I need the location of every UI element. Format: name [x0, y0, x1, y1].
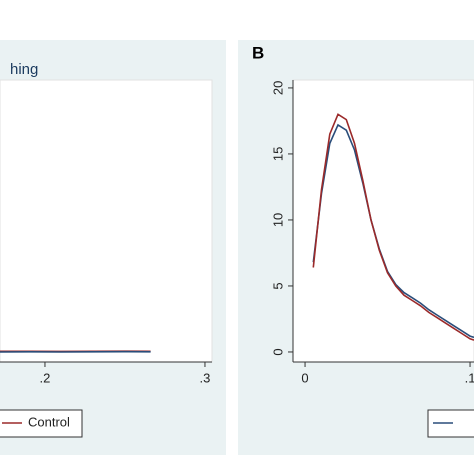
y-tick-label: 20	[270, 81, 285, 95]
y-tick-label: 5	[270, 282, 285, 289]
panel-title: hing	[10, 61, 38, 78]
x-tick-label: .2	[40, 370, 51, 385]
y-tick-label: 15	[270, 147, 285, 161]
legend-box	[0, 409, 83, 438]
x-tick-label: .3	[200, 370, 211, 385]
series-line	[312, 113, 474, 341]
panel-label: B	[252, 43, 264, 62]
y-tick-label: 10	[270, 213, 285, 227]
x-tick-label: .1	[465, 370, 474, 385]
plot-area	[292, 79, 474, 363]
legend-label: Control	[28, 414, 70, 429]
plot-area	[0, 79, 213, 363]
x-tick-label: 0	[301, 370, 308, 385]
y-tick-label: 0	[270, 348, 285, 355]
